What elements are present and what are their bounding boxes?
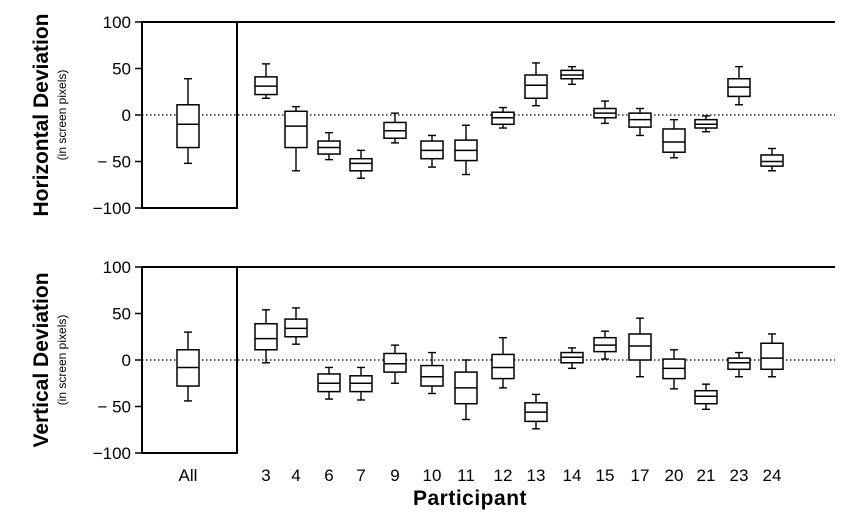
iqr-box [760, 154, 784, 167]
box-participant-23 [727, 351, 751, 378]
y-tick-label: −100 [93, 199, 131, 218]
x-tick-label: 3 [261, 466, 270, 485]
x-axis-title: Participant [413, 487, 527, 510]
x-tick-label: 21 [697, 466, 716, 485]
box-participant-21 [694, 383, 718, 410]
x-tick-label: 7 [356, 466, 365, 485]
iqr-box [349, 157, 373, 172]
iqr-box [628, 333, 652, 361]
box-participant-23 [727, 65, 751, 106]
box-participant-3 [254, 309, 278, 364]
y-tick-label: 0 [122, 106, 131, 125]
box-participant-20 [662, 349, 686, 390]
y-tick-label: − 50 [97, 398, 131, 417]
y-tick-label: 100 [103, 258, 131, 277]
iqr-box [662, 128, 686, 153]
box-participant-20 [662, 118, 686, 159]
x-tick-label: 14 [563, 466, 582, 485]
x-tick-label: 23 [730, 466, 749, 485]
box-participant-14 [560, 65, 584, 86]
x-tick-label: 24 [763, 466, 782, 485]
iqr-box [491, 353, 515, 380]
box-participant-9 [383, 344, 407, 384]
x-tick-label: 6 [324, 466, 333, 485]
box-participant-4 [284, 307, 308, 345]
box-participant-24 [760, 333, 784, 378]
box-participant-17 [628, 317, 652, 378]
iqr-box [420, 364, 444, 387]
iqr-box [727, 357, 751, 371]
box-participant-6 [317, 366, 341, 400]
y-tick-label: 100 [103, 13, 131, 32]
box-participant-9 [383, 112, 407, 144]
x-tick-label: 4 [291, 466, 300, 485]
box-participant-12 [491, 106, 515, 129]
box-participant-15 [593, 100, 617, 125]
box-participant-11 [454, 124, 478, 176]
iqr-box [383, 352, 407, 373]
box-participant-4 [284, 105, 308, 172]
horizontal-deviation-panel: Horizontal Deviation (in screen pixels) … [30, 13, 835, 218]
x-tick-label: 13 [527, 466, 546, 485]
x-tick-label: 10 [423, 466, 442, 485]
iqr-box [176, 104, 200, 149]
y-tick-label: 50 [112, 60, 131, 79]
box-participant-14 [560, 347, 584, 370]
box-participant-All [176, 331, 200, 402]
y-tick-label: − 50 [97, 153, 131, 172]
x-tick-label: 9 [390, 466, 399, 485]
iqr-box [284, 110, 308, 149]
y-tick-label: −100 [93, 444, 131, 463]
box-participant-3 [254, 63, 278, 99]
box-participant-17 [628, 107, 652, 137]
box-participant-10 [420, 134, 444, 168]
x-tick-label: 11 [457, 466, 475, 485]
iqr-box [760, 342, 784, 371]
x-tick-label: 17 [631, 466, 650, 485]
y-axis-title-line1: Vertical Deviation [30, 272, 53, 447]
box-participant-21 [694, 115, 718, 133]
x-tick-label: All [179, 466, 198, 485]
box-participant-13 [524, 393, 548, 430]
y-axis-title-line1: Horizontal Deviation [30, 13, 53, 216]
y-axis-subtitle: (in screen pixels) [55, 315, 69, 406]
box-participant-7 [349, 149, 373, 179]
box-participant-6 [317, 131, 341, 161]
x-tick-label: 20 [665, 466, 684, 485]
iqr-box [524, 74, 548, 100]
y-axis-subtitle: (in screen pixels) [55, 70, 69, 161]
box-participant-15 [593, 330, 617, 360]
x-tick-label: 15 [596, 466, 615, 485]
box-participant-7 [349, 366, 373, 401]
x-tick-label: 12 [494, 466, 513, 485]
vertical-deviation-panel: Vertical Deviation (in screen pixels) Pa… [30, 258, 835, 510]
box-participant-11 [454, 359, 478, 421]
box-participant-13 [524, 62, 548, 107]
box-participant-All [176, 78, 200, 165]
y-tick-label: 0 [122, 351, 131, 370]
box-participant-12 [491, 336, 515, 389]
iqr-box [254, 322, 278, 351]
iqr-box [694, 389, 718, 405]
y-tick-label: 50 [112, 305, 131, 324]
box-participant-10 [420, 351, 444, 395]
box-participant-24 [760, 147, 784, 172]
